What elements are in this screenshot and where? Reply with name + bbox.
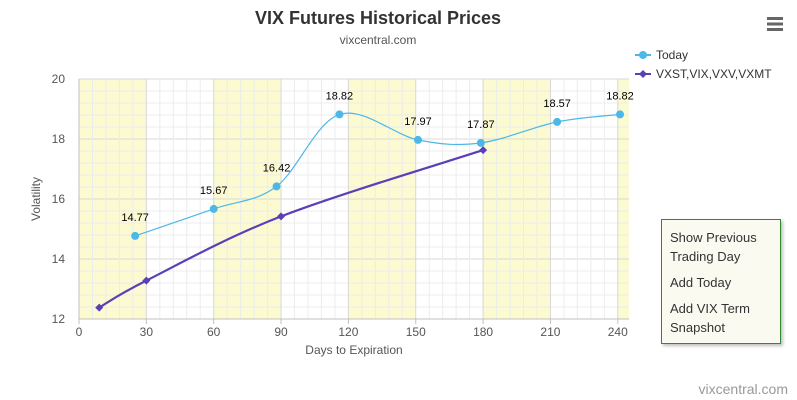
series-1-point: [277, 212, 286, 221]
legend: Today VXST,VIX,VXV,VXMT: [635, 48, 772, 81]
data-label: 15.67: [200, 185, 228, 197]
menu-item-show-previous-trading-day[interactable]: Show Previous Trading Day: [670, 230, 757, 264]
x-tick-label: 240: [608, 325, 628, 339]
legend-label-0: Today: [656, 48, 688, 62]
data-label: 17.87: [467, 119, 495, 131]
series-0-point: [272, 182, 281, 191]
data-label: 18.82: [326, 90, 354, 102]
menu-item-add-vix-term-snapshot[interactable]: Add VIX Term Snapshot: [670, 301, 750, 335]
series-0-point: [553, 117, 562, 126]
x-tick-label: 120: [338, 325, 358, 339]
series-0-point: [413, 135, 422, 144]
chart-subtitle: vixcentral.com: [340, 33, 417, 47]
axes: 0 30 60 90 120 150 180 210 240 12 14 16 18 20: [52, 72, 629, 339]
series-0-point: [335, 110, 344, 119]
series-0-point: [209, 204, 218, 213]
menu-icon[interactable]: [767, 17, 783, 31]
series-1-point: [95, 303, 104, 312]
legend-label-1: VXST,VIX,VXV,VXMT: [656, 67, 772, 81]
credit-text[interactable]: vixcentral.com: [699, 381, 788, 397]
x-tick-label: 210: [540, 325, 560, 339]
menu-item-add-today[interactable]: Add Today: [670, 275, 732, 290]
x-tick-label: 90: [274, 325, 288, 339]
chart-title: VIX Futures Historical Prices: [255, 8, 501, 28]
series-0-point: [616, 110, 625, 119]
y-tick-label: 18: [52, 132, 66, 146]
series-line-1: [98, 149, 484, 309]
data-label: 18.57: [543, 98, 571, 110]
series-1-point: [142, 276, 151, 285]
legend-marker-0: [639, 51, 647, 59]
y-tick-label: 20: [52, 72, 66, 86]
series-1-point: [479, 146, 488, 155]
x-tick-label: 0: [76, 325, 83, 339]
data-label: 14.77: [121, 212, 149, 224]
x-tick-label: 180: [473, 325, 493, 339]
y-tick-label: 14: [52, 252, 66, 266]
data-label: 16.42: [263, 162, 291, 174]
context-menu: Show Previous Trading Day Add Today Add …: [661, 219, 781, 344]
data-label: 17.97: [404, 116, 432, 128]
grid: [78, 78, 629, 320]
y-tick-label: 16: [52, 192, 66, 206]
x-tick-label: 30: [140, 325, 154, 339]
y-axis-label: Volatility: [29, 177, 43, 221]
series-0-point: [476, 138, 485, 147]
series-0-point: [131, 231, 140, 240]
y-tick-label: 12: [52, 312, 66, 326]
legend-marker-1: [639, 70, 647, 78]
x-axis-label: Days to Expiration: [305, 343, 402, 357]
data-label: 18.82: [606, 90, 634, 102]
x-tick-label: 150: [406, 325, 426, 339]
x-tick-label: 60: [207, 325, 221, 339]
series-layer: 14.77 15.67 16.42 18.82 17.97 17.87 18.57 18.82: [95, 90, 634, 312]
